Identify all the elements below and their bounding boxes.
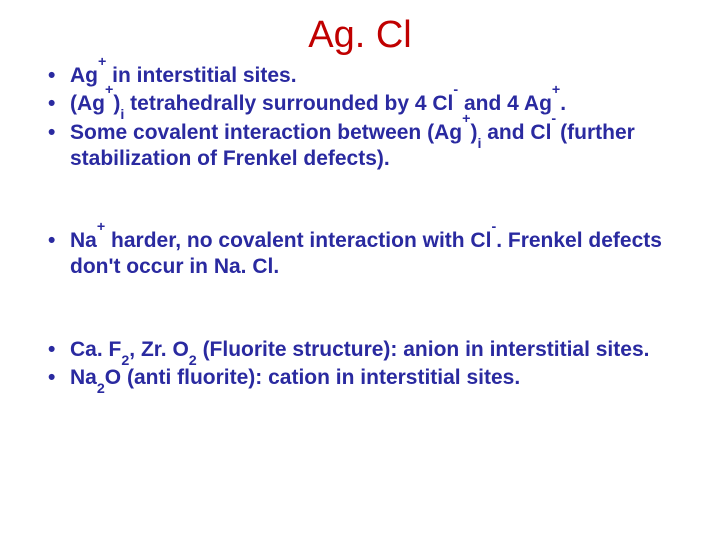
text: Some covalent interaction between (Ag [70, 121, 462, 144]
text: (Ag [70, 92, 105, 115]
list-item: (Ag+)i tetrahedrally surrounded by 4 Cl-… [44, 91, 684, 117]
text: (Fluorite structure): anion in interstit… [197, 338, 650, 361]
text: harder, no covalent interaction with Cl [105, 229, 491, 252]
list-item: Na2O (anti fluorite): cation in intersti… [44, 365, 684, 391]
text: tetrahedrally surrounded by 4 Cl [124, 92, 453, 115]
sup: + [97, 219, 105, 235]
text: in interstitial sites. [106, 64, 296, 87]
sup: + [105, 82, 113, 98]
sub: i [477, 136, 481, 152]
sup: - [453, 82, 458, 98]
list-item: Ag+ in interstitial sites. [44, 63, 684, 89]
slide-content: Ag+ in interstitial sites. (Ag+)i tetrah… [0, 63, 720, 391]
slide-title: Ag. Cl [0, 0, 720, 63]
list-item: Ca. F2, Zr. O2 (Fluorite structure): ani… [44, 337, 684, 363]
text: and 4 Ag [458, 92, 552, 115]
text: and Cl [481, 121, 551, 144]
list-item: Na+ harder, no covalent interaction with… [44, 228, 684, 281]
text: Ag [70, 64, 98, 87]
list-item: Some covalent interaction between (Ag+)i… [44, 120, 684, 173]
sup: + [552, 82, 560, 98]
bullet-group-1: Ag+ in interstitial sites. (Ag+)i tetrah… [44, 63, 684, 172]
spacer [44, 283, 684, 337]
sup: + [462, 111, 470, 127]
text: O (anti fluorite): cation in interstitia… [105, 366, 520, 389]
text: Na [70, 229, 97, 252]
text: Na [70, 366, 97, 389]
bullet-group-2: Na+ harder, no covalent interaction with… [44, 228, 684, 281]
text: , Zr. O [129, 338, 189, 361]
sup: + [98, 54, 106, 70]
sub: 2 [97, 381, 105, 397]
spacer [44, 174, 684, 228]
text: Ca. F [70, 338, 121, 361]
sup: - [491, 219, 496, 235]
bullet-group-3: Ca. F2, Zr. O2 (Fluorite structure): ani… [44, 337, 684, 392]
slide: Ag. Cl Ag+ in interstitial sites. (Ag+)i… [0, 0, 720, 540]
text: . [560, 92, 566, 115]
sup: - [551, 111, 560, 127]
